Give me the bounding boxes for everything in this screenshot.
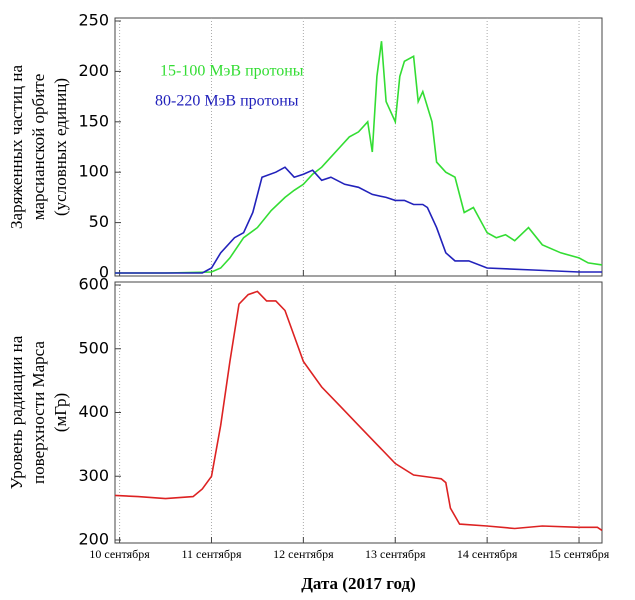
y-tick-label: 500 [78, 338, 109, 357]
y-axis-label: (мГр) [51, 393, 70, 432]
x-tick-label: 10 сентября [89, 547, 150, 561]
x-tick-label: 12 сентября [273, 547, 334, 561]
plot-frame [114, 17, 603, 277]
y-axis-label: марсианской орбите [29, 74, 48, 220]
y-tick-label: 100 [78, 162, 109, 181]
legend-entry: 15-100 МэВ протоны [160, 63, 304, 80]
y-tick-label: 250 [78, 11, 109, 30]
y-tick-label: 150 [78, 111, 109, 130]
x-axis-label: Дата (2017 год) [301, 574, 416, 593]
y-tick-label: 200 [78, 61, 109, 80]
y-tick-label: 200 [78, 530, 109, 549]
data-line [115, 166, 602, 274]
y-tick-label: 400 [78, 402, 109, 421]
x-tick-label: 13 сентября [365, 547, 426, 561]
x-tick-label: 15 сентября [549, 547, 610, 561]
x-tick-label: 11 сентября [181, 547, 241, 561]
y-axis-label: Уровень радиации на [7, 335, 26, 489]
legend-entry: 80-220 МэВ протоны [155, 93, 299, 110]
y-axis-label: поверхности Марса [29, 341, 48, 484]
data-line [115, 41, 603, 274]
y-tick-label: 300 [78, 466, 109, 485]
y-axis-label: Заряженных частиц на [7, 65, 26, 229]
data-line [114, 290, 603, 532]
y-tick-label: 50 [89, 212, 109, 231]
plot-frame [114, 281, 603, 544]
y-axis-label: (условных единиц) [51, 78, 70, 216]
y-tick-label: 0 [99, 263, 109, 282]
y-tick-label: 600 [78, 275, 109, 294]
x-tick-label: 14 сентября [457, 547, 518, 561]
